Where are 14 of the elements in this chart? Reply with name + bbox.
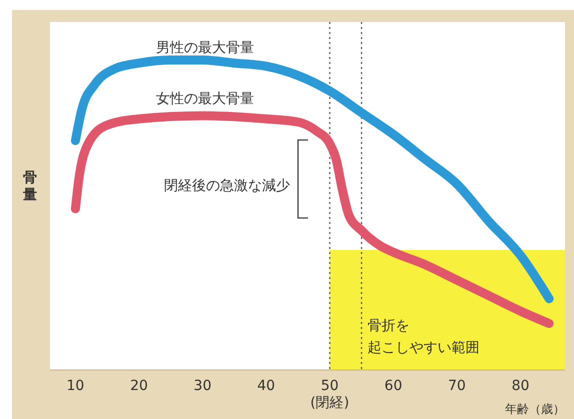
text: 男性の最大骨量 — [156, 40, 254, 56]
x-axis-title: 年齢（歳） — [505, 402, 565, 416]
x-tick-label: 50 (閉経) — [310, 378, 350, 411]
annotation: 女性の最大骨量 — [156, 91, 254, 107]
y-axis-title: 骨量 — [22, 170, 37, 203]
x-tick-label: 40 — [257, 378, 276, 394]
x-tick-label: 80 — [512, 378, 530, 394]
x-tick-label: 70 — [448, 378, 466, 394]
band-label: 骨折を起こしやすい範囲 — [368, 318, 480, 356]
x-tick-label: 60 — [384, 378, 402, 394]
x-tick-label: 20 — [130, 378, 148, 394]
x-tick-label: 10 — [66, 378, 84, 394]
x-tick-label: 30 — [194, 378, 212, 394]
annotation: 閉経後の急激な減少 — [164, 178, 290, 194]
